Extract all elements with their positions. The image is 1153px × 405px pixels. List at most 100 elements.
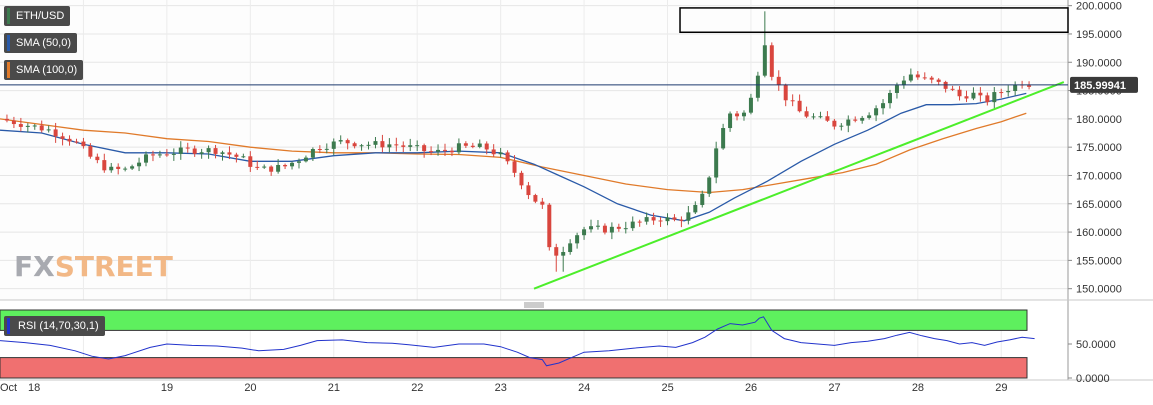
candle-up bbox=[575, 235, 580, 244]
candle-up bbox=[199, 152, 204, 154]
candle-down bbox=[964, 96, 969, 99]
price-tick-label: 195.0000 bbox=[1076, 29, 1122, 41]
candle-down bbox=[957, 89, 962, 97]
support-trendline bbox=[533, 81, 1065, 290]
candle-down bbox=[512, 161, 517, 173]
candle-down bbox=[192, 148, 197, 154]
candles-layer bbox=[4, 11, 1032, 272]
candle-up bbox=[359, 145, 364, 147]
candle-up bbox=[1006, 90, 1011, 93]
candle-down bbox=[248, 156, 253, 167]
candle-up bbox=[331, 141, 336, 149]
price-tick-label: 190.0000 bbox=[1076, 57, 1122, 69]
candle-down bbox=[999, 92, 1004, 94]
candle-down bbox=[1027, 85, 1032, 87]
candle-up bbox=[387, 144, 392, 148]
candle-down bbox=[380, 141, 385, 148]
legend-sma50[interactable]: SMA (50,0) bbox=[4, 33, 78, 53]
candle-down bbox=[985, 95, 990, 103]
time-tick-label: Oct bbox=[0, 382, 17, 394]
candle-up bbox=[338, 140, 343, 142]
candle-up bbox=[700, 193, 705, 205]
time-tick-label: 23 bbox=[495, 382, 507, 394]
candle-down bbox=[116, 166, 121, 169]
candle-up bbox=[296, 161, 301, 163]
candle-up bbox=[686, 212, 691, 221]
legend-sma100[interactable]: SMA (100,0) bbox=[4, 60, 84, 80]
current-price-tag bbox=[1070, 76, 1138, 93]
candle-down bbox=[164, 154, 169, 156]
candle-up bbox=[762, 45, 767, 76]
candle-down bbox=[95, 156, 100, 161]
candle-down bbox=[429, 151, 434, 153]
candle-down bbox=[776, 76, 781, 85]
candle-down bbox=[255, 166, 260, 168]
candle-up bbox=[630, 221, 635, 229]
candle-up bbox=[130, 166, 135, 169]
time-tick-label: 27 bbox=[828, 382, 840, 394]
candle-up bbox=[290, 162, 295, 167]
candle-up bbox=[498, 152, 503, 155]
candle-down bbox=[519, 172, 524, 186]
legend-ethusd-label: ETH/USD bbox=[16, 10, 65, 22]
candle-up bbox=[721, 128, 726, 149]
candle-down bbox=[60, 136, 65, 139]
candle-down bbox=[74, 141, 79, 143]
candle-down bbox=[81, 141, 86, 147]
candle-down bbox=[53, 129, 58, 137]
candle-up bbox=[644, 217, 649, 222]
candle-down bbox=[658, 220, 663, 222]
price-tick-label: 180.0000 bbox=[1076, 114, 1122, 126]
x-axis: Oct 18 19 20 21 22 23 24 25 26 27 28 29 bbox=[0, 382, 1008, 394]
watermark-street: STREET bbox=[54, 250, 173, 283]
rsi-overbought-zone bbox=[0, 309, 1028, 331]
candle-up bbox=[846, 119, 851, 126]
candle-down bbox=[978, 92, 983, 96]
fxstreet-watermark: FXSTREET bbox=[14, 250, 173, 283]
legend-ethusd[interactable]: ETH/USD bbox=[4, 6, 71, 26]
candle-down bbox=[185, 147, 190, 149]
rsi-oversold-zone bbox=[0, 357, 1028, 379]
candle-up bbox=[992, 92, 997, 103]
candle-up bbox=[262, 166, 267, 168]
candle-down bbox=[790, 100, 795, 102]
rsi-line bbox=[0, 316, 1035, 367]
candle-down bbox=[213, 148, 218, 154]
price-tick-label: 200.0000 bbox=[1076, 1, 1122, 13]
candle-up bbox=[157, 154, 162, 156]
candle-up bbox=[415, 145, 420, 147]
candle-down bbox=[769, 45, 774, 77]
candle-up bbox=[839, 125, 844, 127]
candle-down bbox=[470, 145, 475, 147]
time-tick-label: 26 bbox=[745, 382, 757, 394]
candle-up bbox=[707, 177, 712, 194]
candle-up bbox=[728, 113, 733, 129]
candle-up bbox=[366, 144, 371, 146]
candle-up bbox=[477, 143, 482, 147]
candle-up bbox=[408, 145, 413, 147]
price-tick-label: 175.0000 bbox=[1076, 142, 1122, 154]
time-tick-label: 21 bbox=[328, 382, 340, 394]
legend-rsi-swatch bbox=[7, 318, 10, 334]
candle-down bbox=[547, 204, 552, 248]
time-tick-label: 28 bbox=[912, 382, 924, 394]
candle-down bbox=[352, 143, 357, 147]
candle-down bbox=[616, 226, 621, 229]
candle-up bbox=[589, 226, 594, 230]
time-tick-label: 24 bbox=[578, 382, 590, 394]
candle-down bbox=[67, 138, 72, 142]
candle-up bbox=[178, 147, 183, 154]
legend-rsi[interactable]: RSI (14,70,30,1) bbox=[4, 316, 105, 336]
candle-up bbox=[874, 108, 879, 116]
candle-down bbox=[651, 217, 656, 221]
candle-down bbox=[540, 201, 545, 205]
time-tick-label: 22 bbox=[411, 382, 423, 394]
candle-down bbox=[491, 149, 496, 155]
candle-up bbox=[609, 226, 614, 233]
candle-down bbox=[672, 217, 677, 220]
candle-up bbox=[25, 125, 30, 127]
candle-down bbox=[102, 160, 107, 171]
candle-up bbox=[171, 153, 176, 155]
candle-up bbox=[144, 154, 149, 163]
price-tick-label: 160.0000 bbox=[1076, 227, 1122, 239]
